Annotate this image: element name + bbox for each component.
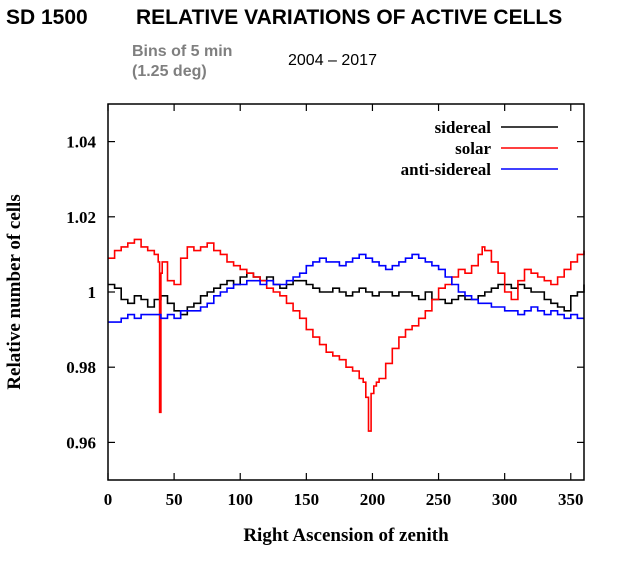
- bin-angle-label: (1.25 deg): [132, 63, 207, 80]
- x-tick-label: 150: [294, 490, 320, 509]
- x-tick-label: 0: [104, 490, 113, 509]
- chart-title: RELATIVE VARIATIONS OF ACTIVE CELLS: [136, 6, 563, 29]
- bin-size-label: Bins of 5 min: [132, 43, 233, 60]
- legend-label: sidereal: [435, 118, 492, 137]
- x-tick-label: 250: [426, 490, 452, 509]
- ticks-layer: 0 50 100 150 200 250 300 350 0.96 0.98 1 1.02 1.04: [66, 104, 584, 509]
- x-tick-label: 100: [227, 490, 253, 509]
- y-tick-label: 1.02: [66, 208, 96, 227]
- x-tick-label: 300: [492, 490, 518, 509]
- legend-label: anti-sidereal: [401, 160, 492, 179]
- y-tick-label: 1: [88, 283, 97, 302]
- detector-label: SD 1500: [6, 6, 88, 29]
- x-axis-label: Right Ascension of zenith: [243, 525, 449, 546]
- y-axis-label: Relative number of cells: [4, 194, 25, 389]
- y-tick-label: 0.96: [66, 433, 96, 452]
- x-tick-label: 350: [558, 490, 584, 509]
- y-tick-label: 1.04: [66, 133, 96, 152]
- series-line-solar: [108, 238, 585, 432]
- series-line-sidereal: [108, 272, 585, 316]
- x-tick-label: 50: [166, 490, 183, 509]
- x-tick-label: 200: [360, 490, 386, 509]
- period-label: 2004 – 2017: [288, 52, 377, 69]
- legend-label: solar: [455, 139, 491, 158]
- y-tick-label: 0.98: [66, 358, 96, 377]
- series-line-anti-sidereal: [108, 253, 584, 323]
- legend: sidereal solar anti-sidereal: [401, 118, 558, 179]
- series-layer: [108, 238, 585, 432]
